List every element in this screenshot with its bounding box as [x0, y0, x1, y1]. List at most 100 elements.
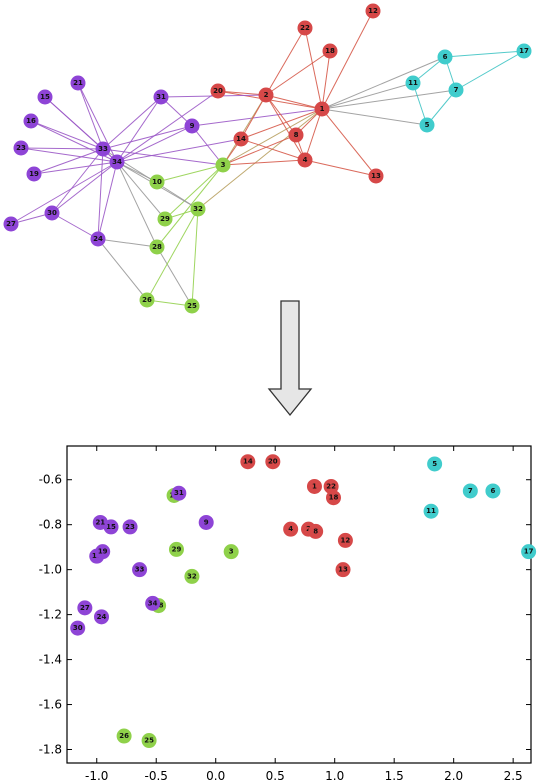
graph-edge-1-14 [240, 108, 323, 140]
graph-node-circle [437, 49, 453, 65]
graph-edge-24-33 [97, 148, 104, 240]
graph-edge-25-26 [146, 299, 193, 307]
x-tick-label: 2.5 [504, 769, 523, 781]
graph-node-3: 3 [215, 157, 231, 173]
graph-node-circle [153, 89, 169, 105]
graph-edge-25-28 [156, 246, 193, 307]
graph-edge-28-34 [116, 161, 158, 248]
graph-node-circle [516, 43, 532, 59]
graph-edge-21-33 [77, 82, 104, 150]
graph-node-circle [297, 20, 313, 36]
scatter-point-circle [141, 733, 157, 749]
graph-node-circle [210, 83, 226, 99]
scatter-point-label: 15 [106, 523, 116, 531]
scatter-point-19: 19 [95, 544, 111, 560]
graph-edge-2-22 [265, 27, 306, 96]
x-tick-label: 1.5 [385, 769, 404, 781]
x-tick-label: 0.5 [266, 769, 285, 781]
graph-node-27: 27 [3, 216, 19, 232]
graph-edge-1-32 [197, 108, 323, 210]
scatter-point-circle [145, 595, 161, 611]
x-tick-label: 1.0 [325, 769, 344, 781]
graph-node-circle [149, 239, 165, 255]
scatter-point-label: 20 [268, 458, 278, 466]
scatter-point-circle [427, 456, 443, 472]
graph-edge-2-20 [217, 90, 267, 96]
graph-node-label: 18 [325, 47, 335, 55]
graph-node-label: 21 [73, 79, 83, 87]
scatter-point-label: 34 [148, 599, 158, 607]
scatter-point-12: 12 [337, 532, 353, 548]
scatter-point-circle [265, 454, 281, 470]
graph-node-33: 33 [95, 141, 111, 157]
scatter-point-6: 6 [485, 483, 501, 499]
graph-edge-29-34 [116, 161, 166, 220]
graph-node-20: 20 [210, 83, 226, 99]
scatter-point-33: 33 [132, 562, 148, 578]
scatter-point-4: 4 [283, 521, 299, 537]
graph-nodes: 1234567891011121314151617181920212223242… [3, 3, 532, 314]
graph-node-label: 17 [519, 47, 529, 55]
scatter-point-circle [335, 562, 351, 578]
graph-node-31: 31 [153, 89, 169, 105]
graph-node-34: 34 [109, 154, 125, 170]
graph-node-circle [419, 117, 435, 133]
graph-edge-1-22 [304, 27, 323, 110]
scatter-point-label: 17 [524, 548, 534, 556]
graph-node-6: 6 [437, 49, 453, 65]
scatter-point-25: 25 [141, 733, 157, 749]
graph-node-12: 12 [365, 3, 381, 19]
graph-edge-1-12 [321, 10, 374, 110]
scatter-point-26: 26 [116, 728, 132, 744]
graph-node-circle [70, 75, 86, 91]
scatter-point-22: 22 [323, 478, 339, 494]
scatter-point-29: 29 [168, 541, 184, 557]
graph-node-5: 5 [419, 117, 435, 133]
graph-node-label: 15 [40, 93, 50, 101]
graph-node-8: 8 [288, 127, 304, 143]
graph-node-11: 11 [405, 75, 421, 91]
scatter-point-circle [198, 514, 214, 530]
graph-node-circle [365, 3, 381, 19]
graph-edge-3-8 [222, 134, 297, 166]
scatter-point-30: 30 [70, 620, 86, 636]
graph-edge-14-34 [116, 138, 242, 163]
scatter-point-circle [337, 532, 353, 548]
graph-edge-19-33 [33, 148, 104, 175]
graph-node-19: 19 [26, 166, 42, 182]
scatter-point-label: 11 [426, 507, 436, 515]
graph-edge-2-4 [265, 94, 306, 161]
scatter-point-circle [323, 478, 339, 494]
graph-node-label: 22 [300, 24, 310, 32]
graph-node-label: 13 [371, 172, 381, 180]
graph-edge-5-7 [426, 89, 457, 126]
graph-node-label: 10 [152, 178, 162, 186]
graph-node-label: 3 [221, 161, 226, 169]
graph-node-22: 22 [297, 20, 313, 36]
x-tick-label: 2.0 [444, 769, 463, 781]
graph-edge-6-17 [444, 50, 525, 58]
scatter-point-8: 8 [308, 523, 324, 539]
graph-edge-3-10 [156, 164, 224, 183]
graph-node-circle [90, 231, 106, 247]
graph-node-circle [314, 101, 330, 117]
graph-node-label: 25 [187, 302, 197, 310]
graph-node-label: 27 [6, 220, 16, 228]
graph-node-label: 11 [408, 79, 418, 87]
graph-node-label: 33 [98, 145, 108, 153]
graph-node-circle [23, 113, 39, 129]
graph-node-circle [215, 157, 231, 173]
graph-node-circle [258, 87, 274, 103]
graph-node-label: 7 [454, 86, 459, 94]
scatter-point-circle [95, 544, 111, 560]
x-tick-label: -0.5 [145, 769, 168, 781]
y-tick-label: -1.8 [39, 743, 62, 757]
scatter-point-label: 31 [174, 489, 184, 497]
graph-node-2: 2 [258, 87, 274, 103]
scatter-point-17: 17 [521, 544, 537, 560]
scatter-point-circle [184, 568, 200, 584]
graph-node-4: 4 [297, 152, 313, 168]
graph-node-32: 32 [190, 201, 206, 217]
scatter-point-circle [132, 562, 148, 578]
graph-node-16: 16 [23, 113, 39, 129]
